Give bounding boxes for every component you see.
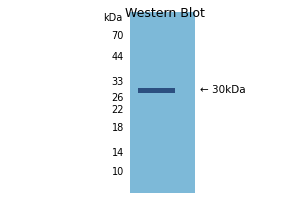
Bar (130, 12, 195, 193)
Text: 70: 70 (112, 31, 124, 41)
Text: 22: 22 (112, 105, 124, 115)
Text: 18: 18 (112, 123, 124, 133)
Text: ← 30kDa: ← 30kDa (200, 85, 246, 95)
Text: 33: 33 (112, 77, 124, 87)
Text: 44: 44 (112, 52, 124, 62)
Text: Western Blot: Western Blot (125, 7, 205, 20)
Bar (138, 88, 175, 92)
Text: 10: 10 (112, 167, 124, 177)
Text: 26: 26 (112, 93, 124, 103)
Text: kDa: kDa (103, 13, 122, 23)
Text: 14: 14 (112, 148, 124, 158)
